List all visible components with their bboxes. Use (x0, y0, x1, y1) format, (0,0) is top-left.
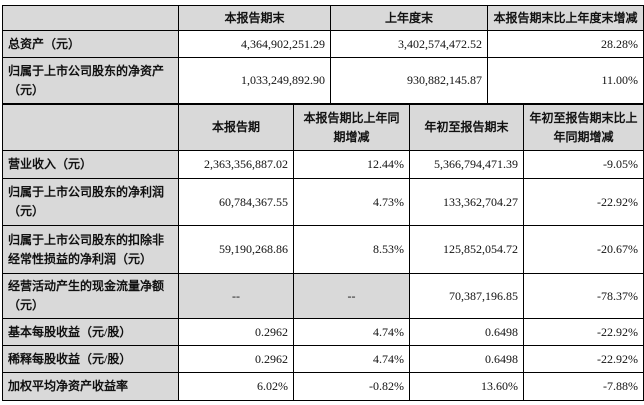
column-header-ytd-change-vs-same-period: 年初至报告期末比上年同期增减 (523, 104, 644, 151)
column-header-change-vs-prior-year-end: 本报告期末比上年度末增减 (487, 5, 644, 31)
cell-value: 1,033,249,892.90 (178, 57, 331, 104)
row-label-weighted-avg-roe: 加权平均净资产收益率 (2, 372, 179, 401)
cell-value: 6.02% (178, 372, 294, 401)
cell-value: 12.44% (293, 150, 410, 179)
column-header-blank (2, 104, 179, 151)
table-row: 加权平均净资产收益率 6.02% -0.82% 13.60% -7.88% (2, 372, 644, 401)
table-header-row: 本报告期末 上年度末 本报告期末比上年度末增减 (2, 5, 644, 31)
table-row: 基本每股收益（元/股） 0.2962 4.74% 0.6498 -22.92% (2, 318, 644, 346)
column-header-current-period-end: 本报告期末 (178, 5, 331, 31)
cell-value: 13.60% (409, 372, 524, 401)
table-row: 营业收入（元） 2,363,356,887.02 12.44% 5,366,79… (2, 150, 644, 179)
cell-value: 2,363,356,887.02 (178, 150, 294, 179)
cell-value: 4.74% (293, 318, 410, 346)
table-header-row: 本报告期 本报告期比上年同期增减 年初至报告期末 年初至报告期末比上年同期增减 (2, 104, 644, 151)
cell-value: 0.6498 (409, 318, 524, 346)
cell-value: 0.2962 (178, 318, 294, 346)
cell-value: 125,852,054.72 (409, 225, 524, 274)
cell-value: -22.92% (523, 345, 644, 373)
cell-value: 133,362,704.27 (409, 178, 524, 226)
cell-value: 11.00% (487, 57, 644, 104)
row-label-total-assets: 总资产（元） (2, 30, 179, 58)
row-label-operating-revenue: 营业收入（元） (2, 150, 179, 179)
cell-value: 4.73% (293, 178, 410, 226)
performance-indicators-table: 本报告期 本报告期比上年同期增减 年初至报告期末 年初至报告期末比上年同期增减 … (2, 104, 644, 401)
cell-value: 3,402,574,472.52 (330, 30, 488, 58)
row-label-net-profit-excl-nonrecurring: 归属于上市公司股东的扣除非经常性损益的净利润（元） (2, 225, 179, 274)
cell-value-not-applicable: -- (293, 273, 410, 319)
cell-value: 8.53% (293, 225, 410, 274)
cell-value: 28.28% (487, 30, 644, 58)
cell-value: -9.05% (523, 150, 644, 179)
cell-value: -0.82% (293, 372, 410, 401)
cell-value: 70,387,196.85 (409, 273, 524, 319)
row-label-operating-cash-flow: 经营活动产生的现金流量净额（元） (2, 273, 179, 319)
table-row: 总资产（元） 4,364,902,251.29 3,402,574,472.52… (2, 30, 644, 58)
cell-value: -20.67% (523, 225, 644, 274)
table-row: 经营活动产生的现金流量净额（元） -- -- 70,387,196.85 -78… (2, 273, 644, 319)
cell-value: 4.74% (293, 345, 410, 373)
column-header-change-vs-same-period: 本报告期比上年同期增减 (293, 104, 410, 151)
cell-value: 0.2962 (178, 345, 294, 373)
table-row: 归属于上市公司股东的净资产（元） 1,033,249,892.90 930,88… (2, 57, 644, 104)
cell-value: -22.92% (523, 318, 644, 346)
column-header-current-period: 本报告期 (178, 104, 294, 151)
cell-value-not-applicable: -- (178, 273, 294, 319)
table-row: 归属于上市公司股东的扣除非经常性损益的净利润（元） 59,190,268.86 … (2, 225, 644, 274)
row-label-net-profit: 归属于上市公司股东的净利润（元） (2, 178, 179, 226)
cell-value: -22.92% (523, 178, 644, 226)
row-label-basic-eps: 基本每股收益（元/股） (2, 318, 179, 346)
cell-value: 60,784,367.55 (178, 178, 294, 226)
cell-value: 930,882,145.87 (330, 57, 488, 104)
cell-value: 0.6498 (409, 345, 524, 373)
cell-value: 5,366,794,471.39 (409, 150, 524, 179)
table-row: 归属于上市公司股东的净利润（元） 60,784,367.55 4.73% 133… (2, 178, 644, 226)
column-header-prior-year-end: 上年度末 (330, 5, 488, 31)
cell-value: -78.37% (523, 273, 644, 319)
row-label-diluted-eps: 稀释每股收益（元/股） (2, 345, 179, 373)
column-header-blank (2, 5, 179, 31)
column-header-year-to-date: 年初至报告期末 (409, 104, 524, 151)
balance-indicators-table: 本报告期末 上年度末 本报告期末比上年度末增减 总资产（元） 4,364,902… (2, 5, 644, 104)
cell-value: 59,190,268.86 (178, 225, 294, 274)
table-row: 稀释每股收益（元/股） 0.2962 4.74% 0.6498 -22.92% (2, 345, 644, 373)
cell-value: -7.88% (523, 372, 644, 401)
cell-value: 4,364,902,251.29 (178, 30, 331, 58)
row-label-net-assets: 归属于上市公司股东的净资产（元） (2, 57, 179, 104)
